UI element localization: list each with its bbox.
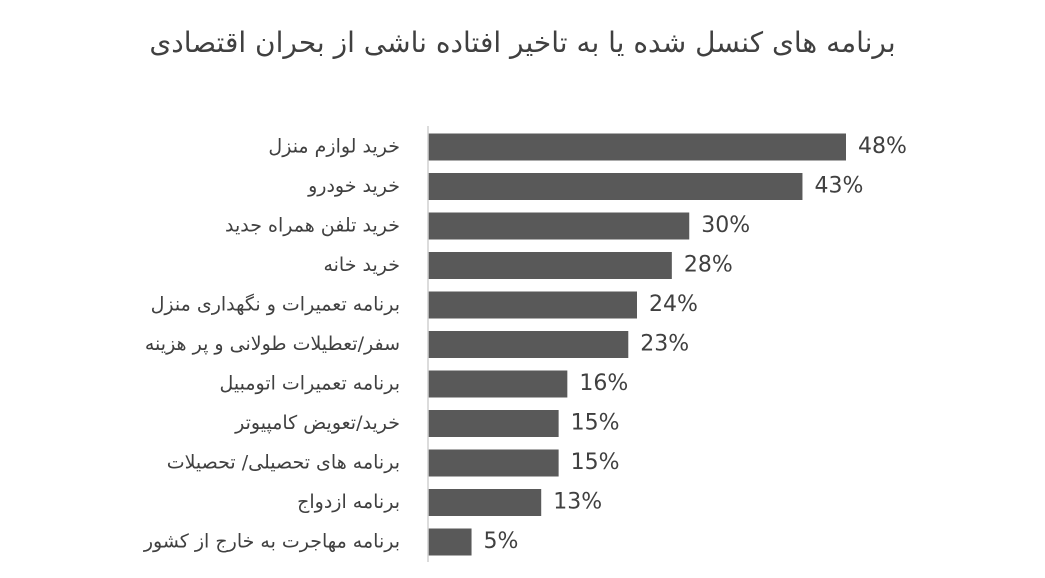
category-labels-group: خرید لوازم منزل خرید خودرو خرید تلفن همراه… (143, 136, 400, 553)
value-labels-group: 48% 43% 30% 28% 24% 23% 16% 15% 15% 13% 5% (484, 134, 907, 554)
chart-title: برنامه های کنسل شده یا به تاخیر افتاده ن… (149, 26, 896, 59)
category-label-2: خرید تلفن همراه جدید (225, 215, 400, 237)
bar-5 (428, 331, 629, 358)
bar-9 (428, 489, 542, 516)
bar-4 (428, 291, 637, 319)
bar-3 (428, 252, 672, 279)
category-label-9: برنامه ازدواج (297, 491, 400, 513)
bar-1 (428, 173, 803, 200)
value-label-1: 43% (814, 174, 863, 199)
category-label-5: سفر/تعطیلات طولانی و پر هزینه (145, 333, 400, 355)
category-label-0: خرید لوازم منزل (268, 136, 400, 158)
value-label-2: 30% (701, 213, 750, 238)
category-label-6: برنامه تعمیرات اتومبیل (219, 373, 400, 395)
value-label-7: 15% (571, 411, 620, 436)
category-label-1: خرید خودرو (307, 175, 400, 197)
bar-10 (428, 528, 472, 556)
bar-2 (428, 212, 690, 240)
category-label-7: خرید/تعویض کامپیوتر (234, 412, 400, 434)
value-label-6: 16% (579, 371, 628, 396)
value-label-8: 15% (571, 450, 620, 475)
bar-7 (428, 410, 559, 437)
bars-group (428, 133, 846, 556)
value-label-3: 28% (684, 253, 733, 278)
bar-8 (428, 449, 559, 477)
value-label-9: 13% (553, 490, 602, 515)
category-label-8: برنامه های تحصیلی/ تحصیلات (167, 452, 400, 474)
category-label-10: برنامه مهاجرت به خارج از کشور (143, 531, 400, 553)
value-label-0: 48% (858, 134, 907, 159)
category-label-4: برنامه تعمیرات و نگهداری منزل (151, 293, 400, 316)
bar-6 (428, 370, 568, 398)
bar-0 (428, 133, 846, 161)
value-label-4: 24% (649, 292, 698, 317)
category-label-3: خرید خانه (323, 254, 400, 276)
value-label-10: 5% (484, 529, 519, 554)
value-label-5: 23% (640, 332, 689, 357)
